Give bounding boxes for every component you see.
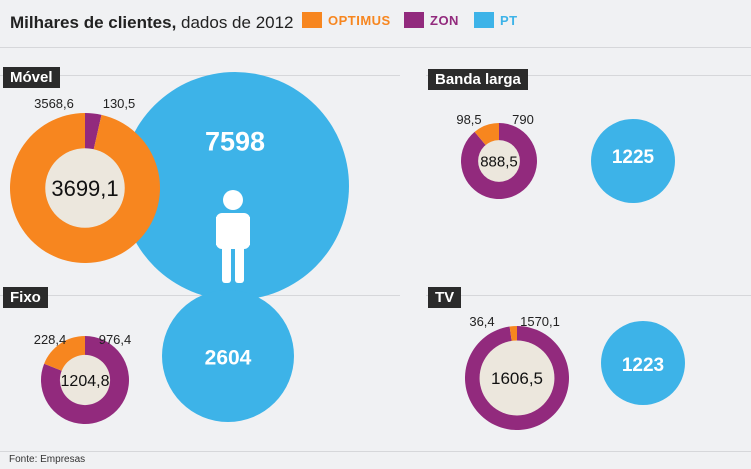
- pt-bubble-movel: [121, 72, 349, 300]
- pt-bubble-fixo: [162, 290, 294, 422]
- legend-swatch-pt: [474, 12, 494, 28]
- zon-label-banda-larga: 790: [512, 112, 534, 127]
- person-icon-left-leg: [222, 245, 231, 283]
- donut-hole-movel: [45, 148, 125, 228]
- donut-hole-tv: [479, 340, 555, 416]
- total-label-banda-larga: 888,5: [480, 153, 518, 170]
- pt-bubble-banda-larga: [591, 119, 675, 203]
- zon-label-tv: 1570,1: [520, 314, 560, 329]
- pt-label-banda-larga: 1225: [612, 147, 655, 168]
- optimus-label-fixo: 228,4: [34, 332, 67, 347]
- person-icon-torso: [216, 213, 250, 249]
- person-icon: [216, 190, 250, 283]
- legend-label-pt: PT: [500, 12, 518, 28]
- source-note: Fonte: Empresas: [9, 454, 86, 465]
- footer-divider: [0, 451, 751, 452]
- section-title-tv: TV: [428, 287, 462, 308]
- pt-bubble-tv: [601, 321, 685, 405]
- donut-hole-fixo: [59, 354, 111, 406]
- optimus-label-movel: 3568,6: [34, 96, 74, 111]
- legend-swatch-zon: [404, 12, 424, 28]
- chart-title: Milhares de clientes, dados de 2012: [10, 13, 294, 33]
- divider-banda-larga: [426, 75, 751, 76]
- legend-item-pt: PT: [474, 12, 518, 28]
- divider-fixo: [0, 295, 400, 296]
- total-label-tv: 1606,5: [491, 369, 543, 388]
- total-label-movel: 3699,1: [51, 176, 118, 201]
- title-bold: Milhares de clientes,: [10, 13, 177, 32]
- legend-item-optimus: OPTIMUS: [302, 12, 391, 28]
- divider-movel: [0, 75, 400, 76]
- header-divider: [0, 47, 751, 48]
- zon-label-movel: 130,5: [103, 96, 136, 111]
- total-label-fixo: 1204,8: [61, 373, 110, 390]
- optimus-label-tv: 36,4: [469, 314, 494, 329]
- legend-label-zon: ZON: [430, 12, 459, 28]
- divider-tv: [426, 295, 751, 296]
- person-icon-left-arm: [216, 217, 221, 245]
- section-title-movel: Móvel: [3, 67, 60, 88]
- legend-label-optimus: OPTIMUS: [328, 12, 391, 28]
- legend-swatch-optimus: [302, 12, 322, 28]
- optimus-label-banda-larga: 98,5: [456, 112, 481, 127]
- title-rest: dados de 2012: [176, 13, 294, 32]
- person-icon-right-leg: [235, 245, 244, 283]
- person-icon-head: [223, 190, 243, 210]
- donut-hole-banda-larga: [478, 140, 520, 182]
- pt-label-movel: 7598: [205, 127, 265, 157]
- section-title-banda-larga: Banda larga: [428, 69, 528, 90]
- zon-label-fixo: 976,4: [99, 332, 132, 347]
- person-icon-right-arm: [245, 217, 250, 245]
- pt-label-tv: 1223: [622, 355, 664, 376]
- section-title-fixo: Fixo: [3, 287, 48, 308]
- legend-item-zon: ZON: [404, 12, 459, 28]
- pt-label-fixo: 2604: [205, 347, 252, 370]
